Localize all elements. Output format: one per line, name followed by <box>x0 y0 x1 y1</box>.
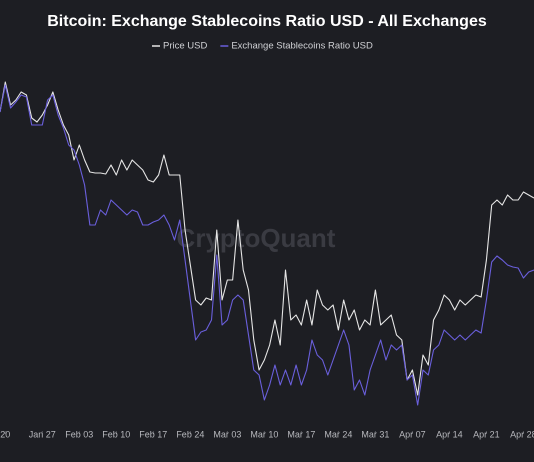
x-tick-label: Apr 28 <box>510 429 534 439</box>
series-line <box>0 81 534 396</box>
x-tick-label: Feb 03 <box>65 429 93 439</box>
x-tick-label: 20 <box>0 429 10 439</box>
legend-label: Exchange Stablecoins Ratio USD <box>231 41 373 52</box>
watermark: CryptoQuant <box>177 223 336 253</box>
legend-label: Price USD <box>163 41 207 52</box>
x-tick-label: Apr 07 <box>399 429 426 439</box>
x-tick-label: Mar 17 <box>287 429 315 439</box>
x-tick-label: Feb 17 <box>139 429 167 439</box>
chart-title: Bitcoin: Exchange Stablecoins Ratio USD … <box>47 13 487 30</box>
x-tick-label: Feb 24 <box>176 429 204 439</box>
x-tick-label: Feb 10 <box>102 429 130 439</box>
x-tick-label: Mar 31 <box>361 429 389 439</box>
x-tick-label: Mar 03 <box>213 429 241 439</box>
series-line <box>0 84 534 406</box>
x-tick-label: Jan 27 <box>29 429 56 439</box>
x-tick-label: Apr 21 <box>473 429 500 439</box>
x-tick-label: Apr 14 <box>436 429 463 439</box>
x-tick-label: Mar 10 <box>250 429 278 439</box>
x-tick-label: Mar 24 <box>324 429 352 439</box>
